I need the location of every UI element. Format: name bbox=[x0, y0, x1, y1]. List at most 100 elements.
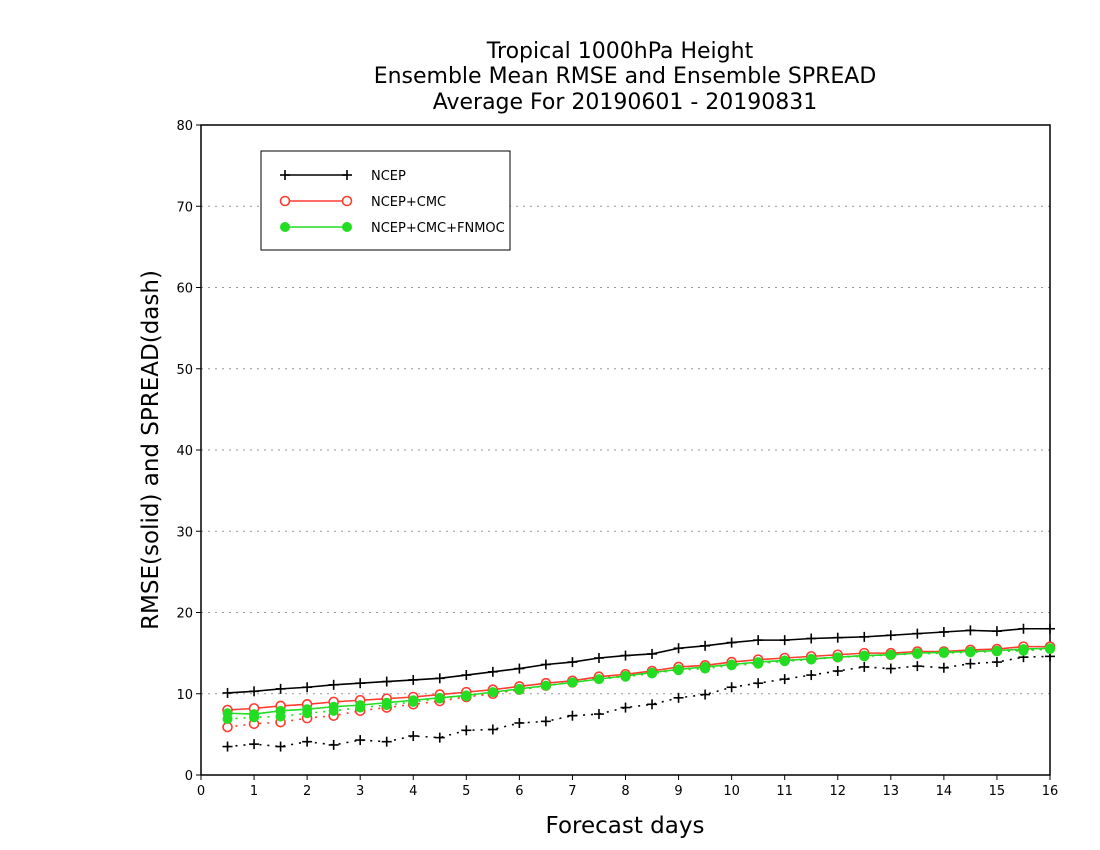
data-point bbox=[355, 700, 366, 711]
data-point bbox=[302, 736, 313, 747]
data-point bbox=[222, 741, 233, 752]
data-point bbox=[912, 648, 923, 659]
data-point bbox=[593, 709, 604, 720]
data-point bbox=[753, 635, 764, 646]
data-point bbox=[700, 640, 711, 651]
data-point bbox=[540, 680, 551, 691]
data-point bbox=[700, 661, 711, 672]
series-ncep-cmc-spread bbox=[222, 642, 1056, 733]
data-point bbox=[965, 625, 976, 636]
data-point bbox=[302, 682, 313, 693]
data-point bbox=[567, 677, 578, 688]
data-point bbox=[806, 670, 817, 681]
x-tick-label: 13 bbox=[883, 784, 900, 799]
x-axis-ticks: 0 1 2 3 4 5 6 7 8 9 10 11 12 13 14 15 16 bbox=[197, 775, 1058, 799]
x-axis-label: Forecast days bbox=[546, 813, 705, 839]
data-point bbox=[806, 633, 817, 644]
y-axis-label: RMSE(solid) and SPREAD(dash) bbox=[138, 270, 164, 630]
data-point bbox=[938, 627, 949, 637]
data-point bbox=[461, 670, 472, 681]
data-point bbox=[885, 630, 896, 641]
data-point bbox=[222, 687, 233, 698]
legend-label: NCEP+CMC+FNMOC bbox=[371, 221, 505, 236]
legend-entry: NCEP bbox=[280, 169, 406, 184]
data-point bbox=[567, 657, 578, 668]
data-point bbox=[280, 170, 290, 180]
x-tick-label: 14 bbox=[936, 784, 953, 799]
legend-label: NCEP bbox=[371, 169, 406, 184]
data-point bbox=[222, 708, 233, 719]
data-point bbox=[832, 666, 843, 676]
legend-entry: NCEP+CMC+FNMOC bbox=[280, 221, 505, 236]
data-point bbox=[408, 674, 419, 685]
data-point bbox=[1045, 643, 1055, 654]
x-tick-label: 15 bbox=[989, 784, 1006, 799]
data-point bbox=[341, 195, 353, 207]
data-point bbox=[514, 663, 525, 674]
data-point bbox=[991, 645, 1002, 656]
y-tick-label: 40 bbox=[176, 444, 193, 459]
data-point bbox=[885, 649, 896, 660]
data-point bbox=[1018, 623, 1029, 634]
data-point bbox=[700, 689, 711, 700]
data-point bbox=[832, 632, 843, 643]
data-point bbox=[567, 710, 578, 721]
data-point bbox=[302, 704, 313, 715]
y-tick-label: 60 bbox=[176, 282, 193, 297]
x-tick-label: 9 bbox=[674, 784, 682, 799]
x-tick-label: 2 bbox=[303, 784, 311, 799]
data-point bbox=[1045, 623, 1055, 634]
legend-entry: NCEP+CMC bbox=[279, 195, 446, 210]
data-point bbox=[647, 648, 658, 659]
data-point bbox=[275, 741, 286, 752]
series-ncep-cmc-fnmoc-rmse bbox=[222, 643, 1055, 720]
data-point bbox=[647, 667, 658, 678]
y-tick-label: 50 bbox=[176, 363, 193, 378]
data-point bbox=[461, 690, 472, 701]
data-point bbox=[514, 683, 525, 694]
data-point bbox=[487, 724, 498, 735]
data-point bbox=[832, 652, 843, 663]
data-point bbox=[885, 663, 896, 674]
data-point bbox=[328, 679, 339, 690]
data-point bbox=[434, 732, 445, 743]
y-tick-label: 10 bbox=[176, 688, 193, 703]
data-point bbox=[434, 673, 445, 684]
legend-label: NCEP+CMC bbox=[371, 195, 446, 210]
y-tick-label: 30 bbox=[176, 525, 193, 540]
data-point bbox=[753, 657, 764, 668]
data-point bbox=[540, 716, 551, 727]
data-point bbox=[487, 687, 498, 698]
data-point bbox=[540, 659, 551, 670]
y-tick-label: 80 bbox=[176, 119, 193, 134]
data-point bbox=[620, 670, 631, 681]
legend: NCEP NCEP+CMC NCEP+CMC+FNMOC bbox=[260, 150, 511, 251]
data-point bbox=[275, 683, 286, 694]
data-point bbox=[487, 666, 498, 677]
data-point bbox=[859, 661, 870, 672]
y-tick-label: 20 bbox=[176, 607, 193, 622]
title-line-2: Ensemble Mean RMSE and Ensemble SPREAD bbox=[374, 64, 877, 89]
data-point bbox=[249, 739, 260, 750]
data-point bbox=[328, 701, 339, 712]
data-point bbox=[726, 637, 737, 648]
data-point bbox=[753, 678, 764, 689]
data-point bbox=[1018, 644, 1029, 655]
y-axis-ticks: 0 10 20 30 40 50 60 70 80 bbox=[176, 119, 201, 784]
data-point bbox=[912, 628, 923, 639]
data-point bbox=[938, 662, 949, 673]
data-point bbox=[342, 222, 352, 232]
series-ncep-rmse bbox=[222, 623, 1055, 698]
data-point bbox=[991, 626, 1002, 637]
data-point bbox=[381, 697, 392, 708]
data-point bbox=[779, 635, 790, 646]
data-point bbox=[779, 655, 790, 666]
data-point bbox=[620, 650, 631, 661]
title-line-3: Average For 20190601 - 20190831 bbox=[433, 90, 818, 115]
data-point bbox=[859, 631, 870, 642]
data-point bbox=[726, 682, 737, 693]
legend-entries: NCEP NCEP+CMC NCEP+CMC+FNMOC bbox=[279, 169, 505, 236]
data-point bbox=[514, 718, 525, 728]
data-point bbox=[434, 692, 445, 703]
